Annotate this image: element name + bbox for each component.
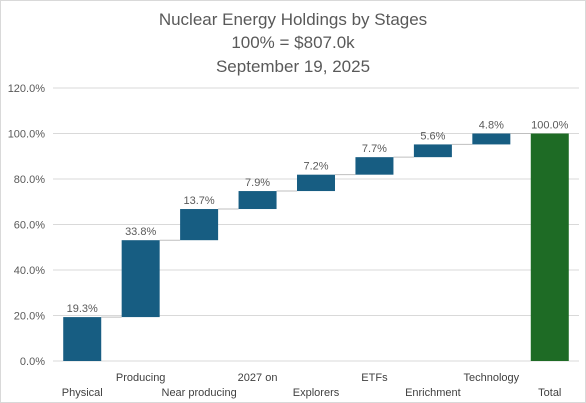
category-label: Technology xyxy=(464,372,520,384)
category-label: Producing xyxy=(116,372,166,384)
data-label: 33.8% xyxy=(125,226,156,238)
category-label: 2027 on xyxy=(238,372,278,384)
data-label: 7.7% xyxy=(362,143,387,155)
data-label: 100.0% xyxy=(531,120,569,132)
bar-increase xyxy=(238,191,277,210)
bar-increase xyxy=(297,174,335,192)
chart-title-line-1: Nuclear Energy Holdings by Stages xyxy=(158,10,428,29)
category-label: Enrichment xyxy=(405,387,461,399)
chart-title-line-2: 100% = $807.0k xyxy=(231,33,355,52)
data-label: 19.3% xyxy=(67,303,98,315)
data-label: 7.9% xyxy=(245,177,270,189)
y-tick-label: 120.0% xyxy=(8,83,46,95)
data-label: 13.7% xyxy=(184,195,215,207)
y-tick-label: 40.0% xyxy=(14,265,45,277)
category-label: Near producing xyxy=(162,387,237,399)
category-label: ETFs xyxy=(361,372,388,384)
y-tick-label: 60.0% xyxy=(14,220,45,232)
bar-increase xyxy=(355,157,394,175)
bar-increase xyxy=(121,240,160,318)
y-tick-label: 0.0% xyxy=(20,356,45,368)
bar-total xyxy=(530,133,569,361)
y-tick-label: 20.0% xyxy=(14,311,45,323)
bar-increase xyxy=(413,144,452,158)
y-tick-label: 100.0% xyxy=(8,129,46,141)
bar-increase xyxy=(180,209,219,241)
category-label: Total xyxy=(538,387,561,399)
chart-title-line-3: September 19, 2025 xyxy=(215,57,371,76)
category-label: Explorers xyxy=(293,387,340,399)
data-label: 7.2% xyxy=(303,161,328,173)
y-tick-label: 80.0% xyxy=(14,174,45,186)
data-label: 5.6% xyxy=(420,130,445,142)
data-label: 4.8% xyxy=(479,120,504,132)
bar-increase xyxy=(472,133,511,145)
bar-increase xyxy=(63,317,102,361)
category-label: Physical xyxy=(62,387,103,399)
